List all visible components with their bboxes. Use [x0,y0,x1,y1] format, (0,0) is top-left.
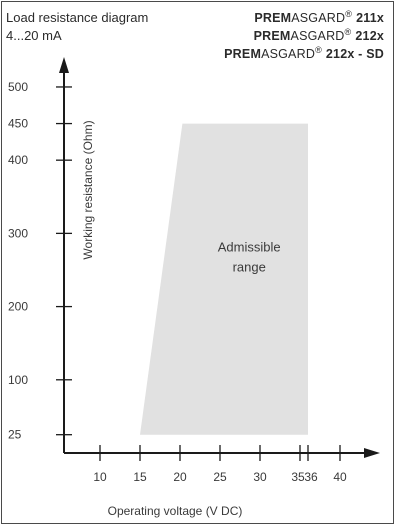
x-tick-label: 30 [253,470,267,484]
product-name-211x: PREMASGARD® 211x [254,9,384,25]
y-tick-label: 200 [8,300,28,314]
y-axis-label: Working resistance (Ohm) [81,120,95,259]
product-name-212x: PREMASGARD® 212x [254,27,384,43]
y-tick-label: 450 [8,117,28,131]
x-tick-label: 10 [93,470,107,484]
x-tick-label: 36 [304,470,318,484]
y-axis-arrowhead [59,57,69,73]
x-tick-label: 40 [333,470,347,484]
registered-mark: ® [345,27,352,37]
product-model: 212x - SD [326,47,384,61]
admissible-range-area [140,123,308,435]
x-axis-ticks: 10 15 20 25 30 35 36 40 [93,445,347,484]
product-model: 212x [355,29,384,43]
product-name-212x-sd: PREMASGARD® 212x - SD [224,45,384,61]
product-brand: ASGARD [261,47,315,61]
product-brand-bold: PREM [224,47,261,61]
chart-title-line-1: Load resistance diagram [6,10,148,25]
y-tick-label: 25 [8,428,22,442]
product-brand: ASGARD [291,11,345,25]
admissible-range-label-line-1: Admissible [218,240,281,255]
y-tick-label: 500 [8,80,28,94]
x-tick-label: 15 [133,470,147,484]
product-model: 211x [356,11,384,25]
x-tick-label: 25 [213,470,227,484]
product-brand: ASGARD [291,29,345,43]
registered-mark: ® [345,9,352,19]
admissible-range-label-line-2: range [233,260,266,275]
y-axis-ticks: 25 100 200 300 400 450 500 [8,80,72,442]
x-tick-label: 20 [173,470,187,484]
x-axis-arrowhead [364,448,380,458]
y-tick-label: 100 [8,373,28,387]
chart-title-line-2: 4...20 mA [6,28,62,43]
product-brand-bold: PREM [254,29,291,43]
product-brand-bold: PREM [254,11,291,25]
y-tick-label: 300 [8,226,28,240]
y-tick-label: 400 [8,153,28,167]
registered-mark: ® [315,45,322,55]
x-axis-label: Operating voltage (V DC) [108,504,243,518]
x-tick-label: 35 [291,470,305,484]
